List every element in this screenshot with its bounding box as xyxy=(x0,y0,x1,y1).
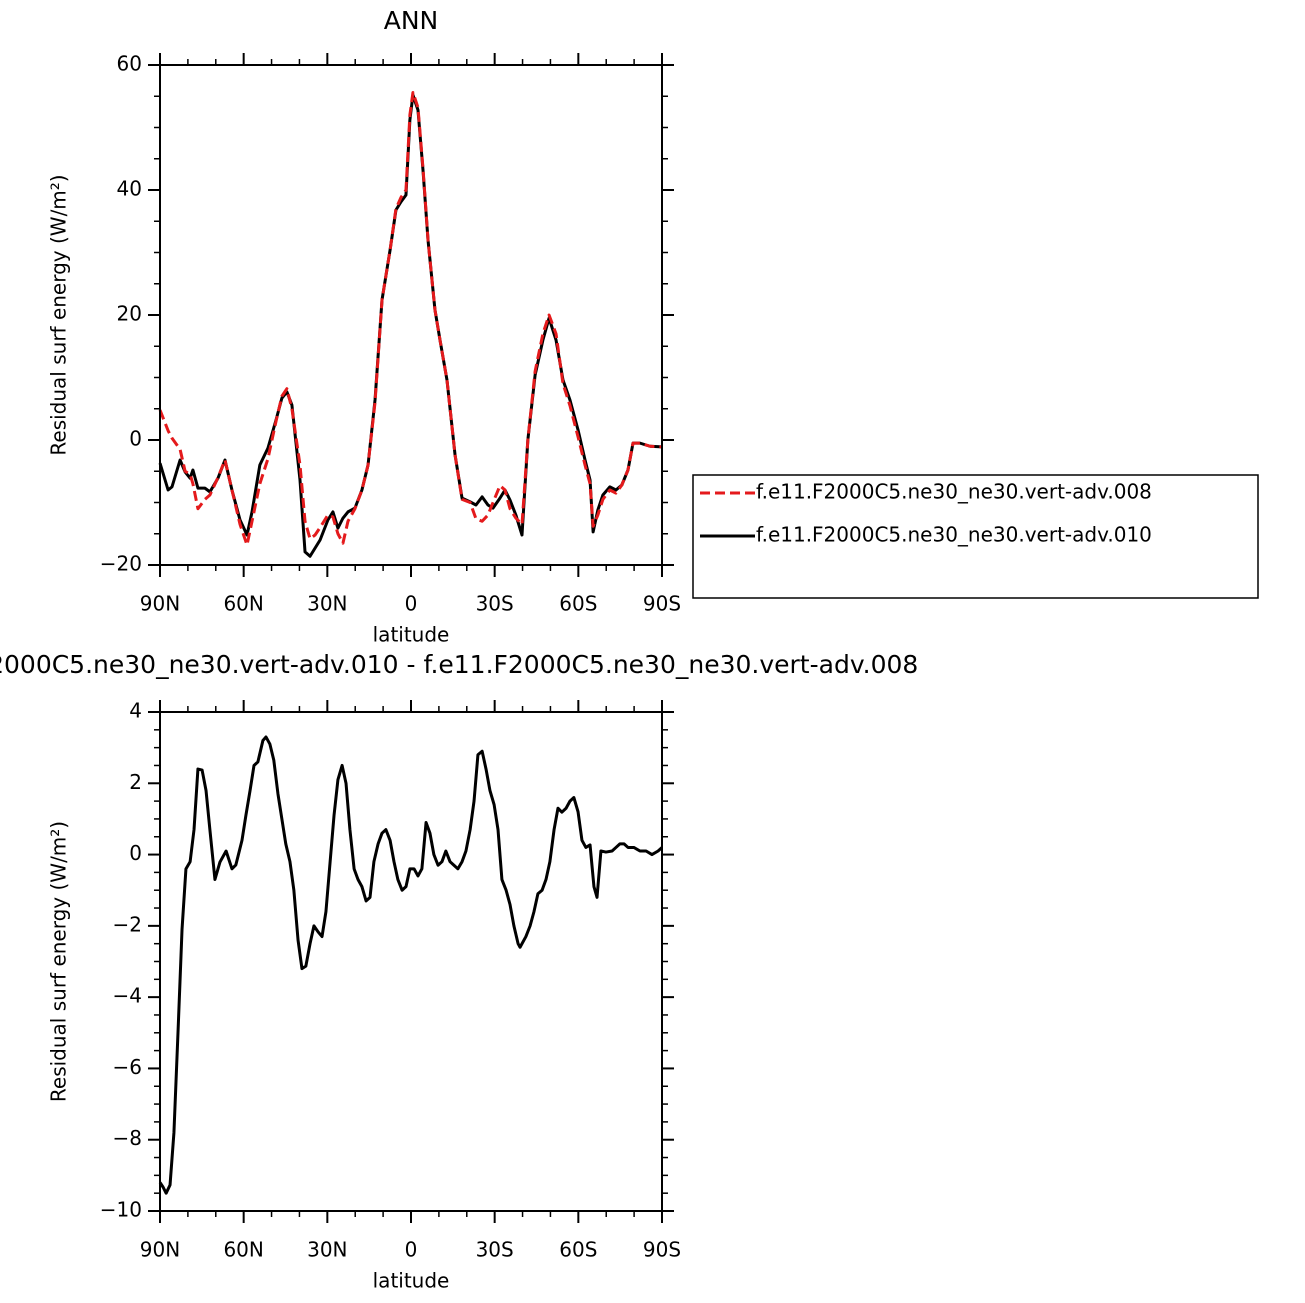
y-tick-label: −2 xyxy=(113,912,142,936)
x-tick-label: 0 xyxy=(405,592,418,616)
x-axis-label: latitude xyxy=(373,1269,450,1293)
y-tick-label: −20 xyxy=(100,552,142,576)
chart-title: f.e11.F2000C5.ne30_ne30.vert-adv.010 - f… xyxy=(0,650,918,679)
x-tick-label: 60S xyxy=(559,592,597,616)
y-tick-label: 60 xyxy=(117,52,142,76)
legend-label: f.e11.F2000C5.ne30_ne30.vert-adv.008 xyxy=(756,480,1152,504)
y-tick-label: 4 xyxy=(129,699,142,723)
y-tick-label: −8 xyxy=(113,1126,142,1150)
y-tick-label: 40 xyxy=(117,177,142,201)
legend-box xyxy=(692,474,1259,599)
plot-frame xyxy=(159,711,663,1212)
x-tick-label: 30N xyxy=(307,1238,347,1262)
y-tick-label: 2 xyxy=(129,770,142,794)
x-axis-label: latitude xyxy=(373,623,450,647)
y-tick-label: −6 xyxy=(113,1055,142,1079)
y-tick-label: 0 xyxy=(129,427,142,451)
data-line xyxy=(158,735,664,1195)
x-tick-label: 30S xyxy=(476,592,514,616)
y-axis-label: Residual surf energy (W/m²) xyxy=(47,821,71,1102)
y-tick-label: −10 xyxy=(100,1198,142,1222)
y-axis-label: Residual surf energy (W/m²) xyxy=(47,174,71,455)
x-tick-label: 30N xyxy=(307,592,347,616)
plot-frame xyxy=(159,64,663,566)
x-tick-label: 0 xyxy=(405,1238,418,1262)
data-line xyxy=(158,93,663,558)
y-tick-label: 0 xyxy=(129,841,142,865)
chart-title: ANN xyxy=(384,6,439,35)
x-tick-label: 90S xyxy=(643,1238,681,1262)
x-tick-label: 60S xyxy=(559,1238,597,1262)
x-tick-label: 90N xyxy=(140,592,180,616)
x-tick-label: 30S xyxy=(476,1238,514,1262)
data-line xyxy=(158,91,663,547)
x-tick-label: 60N xyxy=(223,1238,263,1262)
x-tick-label: 90S xyxy=(643,592,681,616)
y-tick-label: 20 xyxy=(117,302,142,326)
x-tick-label: 60N xyxy=(223,592,263,616)
x-tick-label: 90N xyxy=(140,1238,180,1262)
legend-label: f.e11.F2000C5.ne30_ne30.vert-adv.010 xyxy=(756,523,1152,547)
y-tick-label: −4 xyxy=(113,984,142,1008)
